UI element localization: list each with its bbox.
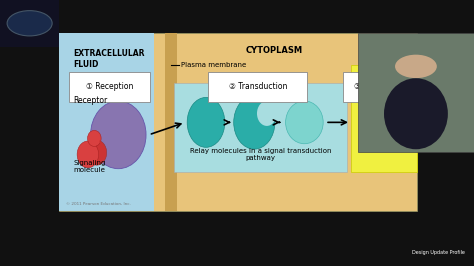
Ellipse shape [234,95,275,149]
FancyBboxPatch shape [59,33,417,211]
Circle shape [7,11,52,36]
FancyBboxPatch shape [351,65,417,172]
Text: ① Reception: ① Reception [86,82,133,91]
FancyBboxPatch shape [343,72,402,102]
Text: Signaling
molecule: Signaling molecule [73,160,106,173]
FancyBboxPatch shape [358,33,474,152]
FancyBboxPatch shape [0,0,59,47]
Ellipse shape [257,101,277,126]
Text: © 2011 Pearson Education, Inc.: © 2011 Pearson Education, Inc. [66,202,131,206]
FancyBboxPatch shape [165,33,177,211]
Text: CYTOPLASM: CYTOPLASM [246,46,302,55]
Text: Plasma membrane: Plasma membrane [181,62,246,68]
FancyBboxPatch shape [59,33,154,211]
Text: ↓: ↓ [381,141,387,147]
FancyBboxPatch shape [209,72,307,102]
Text: ③ Res: ③ Res [354,82,377,91]
Text: Relay molecules in a signal transduction
pathway: Relay molecules in a signal transduction… [190,148,331,161]
FancyBboxPatch shape [174,83,347,172]
Ellipse shape [77,141,99,168]
Text: Design Update Profile: Design Update Profile [411,250,465,255]
Ellipse shape [384,78,448,149]
Circle shape [395,55,437,78]
Ellipse shape [88,130,101,146]
FancyBboxPatch shape [69,72,150,102]
Text: EXTRACELLULAR
FLUID: EXTRACELLULAR FLUID [73,49,145,69]
FancyBboxPatch shape [0,233,474,266]
Text: Activation
of cellular
response: Activation of cellular response [362,97,406,127]
Text: Receptor: Receptor [73,97,108,106]
Ellipse shape [187,97,225,147]
Ellipse shape [87,140,107,165]
Ellipse shape [91,101,146,169]
Text: ② Transduction: ② Transduction [228,82,287,91]
Ellipse shape [286,101,323,144]
